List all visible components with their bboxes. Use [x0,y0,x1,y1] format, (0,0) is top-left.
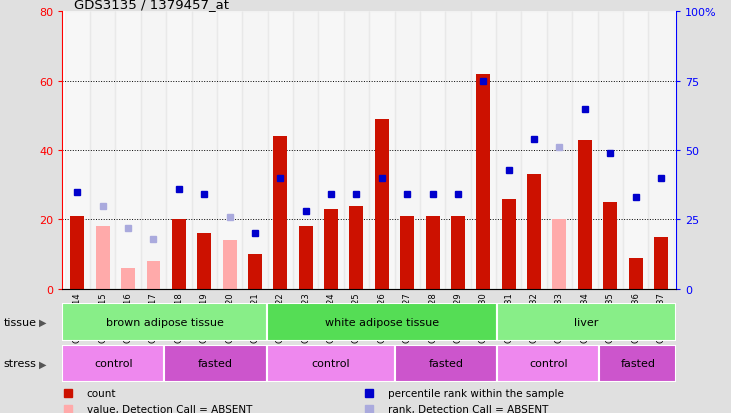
Bar [267,304,497,341]
Bar [273,137,287,289]
Text: percentile rank within the sample: percentile rank within the sample [387,388,564,398]
Bar [166,12,192,289]
Bar [70,216,84,289]
Text: fasted: fasted [621,358,655,368]
Text: ▶: ▶ [39,317,46,327]
Bar [603,203,617,289]
Bar [375,120,389,289]
Bar [547,12,572,289]
Bar [471,12,496,289]
Bar [477,75,491,289]
Bar [349,206,363,289]
Text: white adipose tissue: white adipose tissue [325,317,439,327]
Bar [324,209,338,289]
Bar [90,12,115,289]
Bar [597,12,623,289]
Bar [141,12,166,289]
Bar [425,216,439,289]
Text: control: control [529,358,567,368]
Bar [496,12,521,289]
Bar [115,12,141,289]
Bar [501,199,515,289]
Bar [369,12,395,289]
Bar [497,304,676,341]
Bar [96,227,110,289]
Bar [248,254,262,289]
Bar [654,237,668,289]
Bar [344,12,369,289]
Bar [521,12,547,289]
Bar [599,345,676,382]
Bar [395,12,420,289]
Text: tissue: tissue [4,317,37,327]
Text: control: control [311,358,350,368]
Bar [192,12,217,289]
Text: fasted: fasted [428,358,463,368]
Text: control: control [94,358,132,368]
Bar [121,268,135,289]
Text: ▶: ▶ [39,358,46,368]
Text: rank, Detection Call = ABSENT: rank, Detection Call = ABSENT [387,404,548,413]
Bar [623,12,648,289]
Bar [527,175,541,289]
Bar [319,12,344,289]
Bar [445,12,471,289]
Bar [197,234,211,289]
Bar [172,220,186,289]
Bar [629,258,643,289]
Text: brown adipose tissue: brown adipose tissue [105,317,224,327]
Bar [62,304,267,341]
Bar [242,12,268,289]
Bar [62,345,164,382]
Bar [268,12,293,289]
Bar [451,216,465,289]
Bar [223,241,237,289]
Text: count: count [87,388,116,398]
Bar [395,345,497,382]
Bar [293,12,319,289]
Bar [164,345,267,382]
Bar [267,345,395,382]
Bar [648,12,674,289]
Text: GDS3135 / 1379457_at: GDS3135 / 1379457_at [75,0,230,11]
Bar [299,227,313,289]
Bar [64,12,90,289]
Bar [577,140,592,289]
Bar [572,12,597,289]
Text: value, Detection Call = ABSENT: value, Detection Call = ABSENT [87,404,252,413]
Bar [146,261,161,289]
Bar [553,220,567,289]
Bar [497,345,599,382]
Text: fasted: fasted [198,358,233,368]
Bar [401,216,414,289]
Bar [217,12,242,289]
Bar [420,12,445,289]
Text: liver: liver [575,317,599,327]
Text: stress: stress [4,358,37,368]
